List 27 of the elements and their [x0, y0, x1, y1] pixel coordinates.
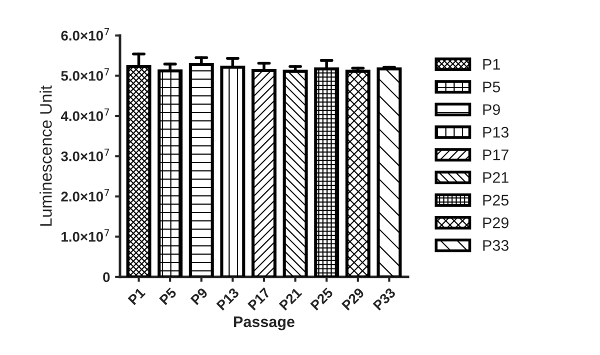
- x-tick-label: P17: [248, 287, 271, 311]
- legend-label: P21: [483, 172, 508, 183]
- x-tick-label: P13: [216, 287, 240, 311]
- legend-label: P5: [483, 82, 500, 92]
- legend-label: P13: [483, 126, 508, 138]
- x-tick-label: P9: [190, 287, 208, 306]
- legend-label: P25: [483, 194, 509, 206]
- legend-label: P17: [483, 150, 508, 160]
- y-axis-title: Luminescence Unit: [40, 85, 52, 226]
- y-tick-label: 2.0×10$^{7}$: [61, 188, 110, 202]
- x-axis-title: Passage: [234, 316, 294, 330]
- y-tick-label: 1.0×10$^{7}$: [62, 229, 110, 242]
- y-tick-label: 5.0×10$^{7}$: [61, 68, 110, 81]
- x-tick-label: P5: [159, 287, 178, 306]
- legend-label: P1: [483, 59, 500, 70]
- legend-label: P9: [483, 104, 500, 116]
- y-tick-label: 3.0×10$^{7}$: [61, 148, 110, 162]
- x-tick-label: P33: [372, 287, 396, 311]
- y-tick-label: 0: [103, 272, 110, 282]
- legend-label: P29: [483, 217, 508, 228]
- y-tick-label: 6.0×10$^{7}$: [61, 28, 110, 41]
- x-tick-label: P25: [310, 287, 334, 311]
- x-tick-label: P29: [341, 287, 365, 311]
- x-tick-label: P21: [278, 287, 302, 311]
- x-tick-label: P1: [128, 287, 146, 306]
- y-tick-label: 4.0×10$^{7}$: [60, 108, 110, 122]
- legend-label: P33: [483, 240, 508, 251]
